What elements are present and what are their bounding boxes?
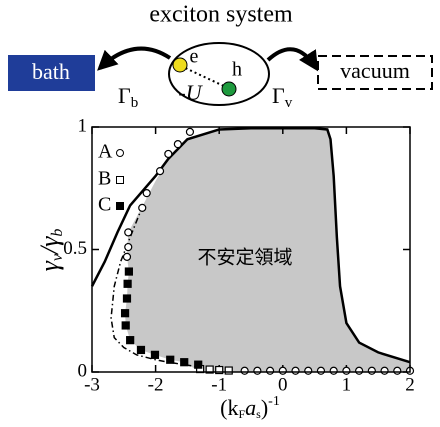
arrow-bath (100, 49, 170, 68)
gamma-subscript: v (285, 95, 293, 111)
x-tick-label: -1 (211, 374, 227, 395)
point-c (124, 280, 131, 287)
figure: exciton system bath vacuum e h -U Γb Γv … (0, 0, 440, 427)
point-a (317, 367, 324, 374)
x-axis-label-part: a (245, 395, 256, 420)
gamma-symbol: Γ (272, 83, 285, 108)
point-c (181, 359, 188, 366)
point-c (151, 351, 158, 358)
point-a (305, 367, 312, 374)
point-a (254, 367, 261, 374)
x-tick-label: 2 (405, 374, 415, 395)
x-axis-label-part: ) (261, 395, 268, 420)
hole (222, 82, 236, 96)
point-a (125, 244, 132, 251)
diagram: exciton system bath vacuum e h -U Γb Γv (8, 2, 432, 112)
electron (173, 58, 187, 72)
diagram-title: exciton system (149, 2, 293, 28)
vacuum-label: vacuum (340, 58, 410, 83)
point-a (292, 367, 299, 374)
electron-label: e (190, 46, 199, 68)
point-a (368, 367, 375, 374)
x-axis-label-part: (k (220, 395, 238, 420)
x-axis-label: (kFas)-1 (220, 394, 280, 421)
legend-label: A (98, 141, 113, 163)
legend-label: C (98, 194, 111, 216)
gamma-v: Γv (272, 83, 293, 111)
point-c (195, 361, 202, 368)
point-a (394, 367, 401, 374)
point-a (143, 190, 150, 197)
gamma-subscript: b (131, 95, 139, 111)
point-a (123, 253, 130, 260)
point-a (343, 367, 350, 374)
x-tick-label: 1 (342, 374, 352, 395)
arrow-vacuum (268, 49, 316, 68)
hole-label: h (232, 59, 242, 81)
point-c (122, 322, 129, 329)
legend-label: B (98, 168, 111, 190)
point-a (186, 128, 193, 135)
point-a (381, 367, 388, 374)
point-b (225, 367, 232, 374)
legend-marker (117, 150, 124, 157)
point-c (122, 310, 129, 317)
point-a (330, 367, 337, 374)
point-c (167, 356, 174, 363)
gamma-b: Γb (118, 83, 138, 111)
point-c (137, 346, 144, 353)
point-a (356, 367, 363, 374)
annotation: 不安定領域 (197, 247, 292, 269)
x-tick-label: 0 (278, 374, 288, 395)
point-c (125, 268, 132, 275)
point-a (267, 367, 274, 374)
point-a (241, 367, 248, 374)
point-c (123, 295, 130, 302)
legend-marker (117, 203, 124, 210)
x-axis-label-part: -1 (268, 394, 280, 409)
point-a (165, 150, 172, 157)
point-a (125, 229, 132, 236)
y-tick-label: 0.5 (63, 238, 87, 259)
legend-marker (117, 177, 124, 184)
point-c (127, 337, 134, 344)
gamma-symbol: Γ (118, 83, 131, 108)
interaction-label: -U (178, 80, 203, 105)
y-tick-label: 1 (78, 115, 88, 136)
y-axis-label-part: /γ (35, 236, 64, 256)
point-a (279, 367, 286, 374)
point-a (157, 168, 164, 175)
y-axis-label-part: b (49, 229, 66, 237)
y-tick-label: 0 (78, 360, 88, 381)
point-a (174, 141, 181, 148)
y-axis-label: γv/γb (35, 229, 66, 272)
point-a (139, 204, 146, 211)
bath-label: bath (32, 59, 70, 84)
x-tick-label: -2 (148, 374, 164, 395)
